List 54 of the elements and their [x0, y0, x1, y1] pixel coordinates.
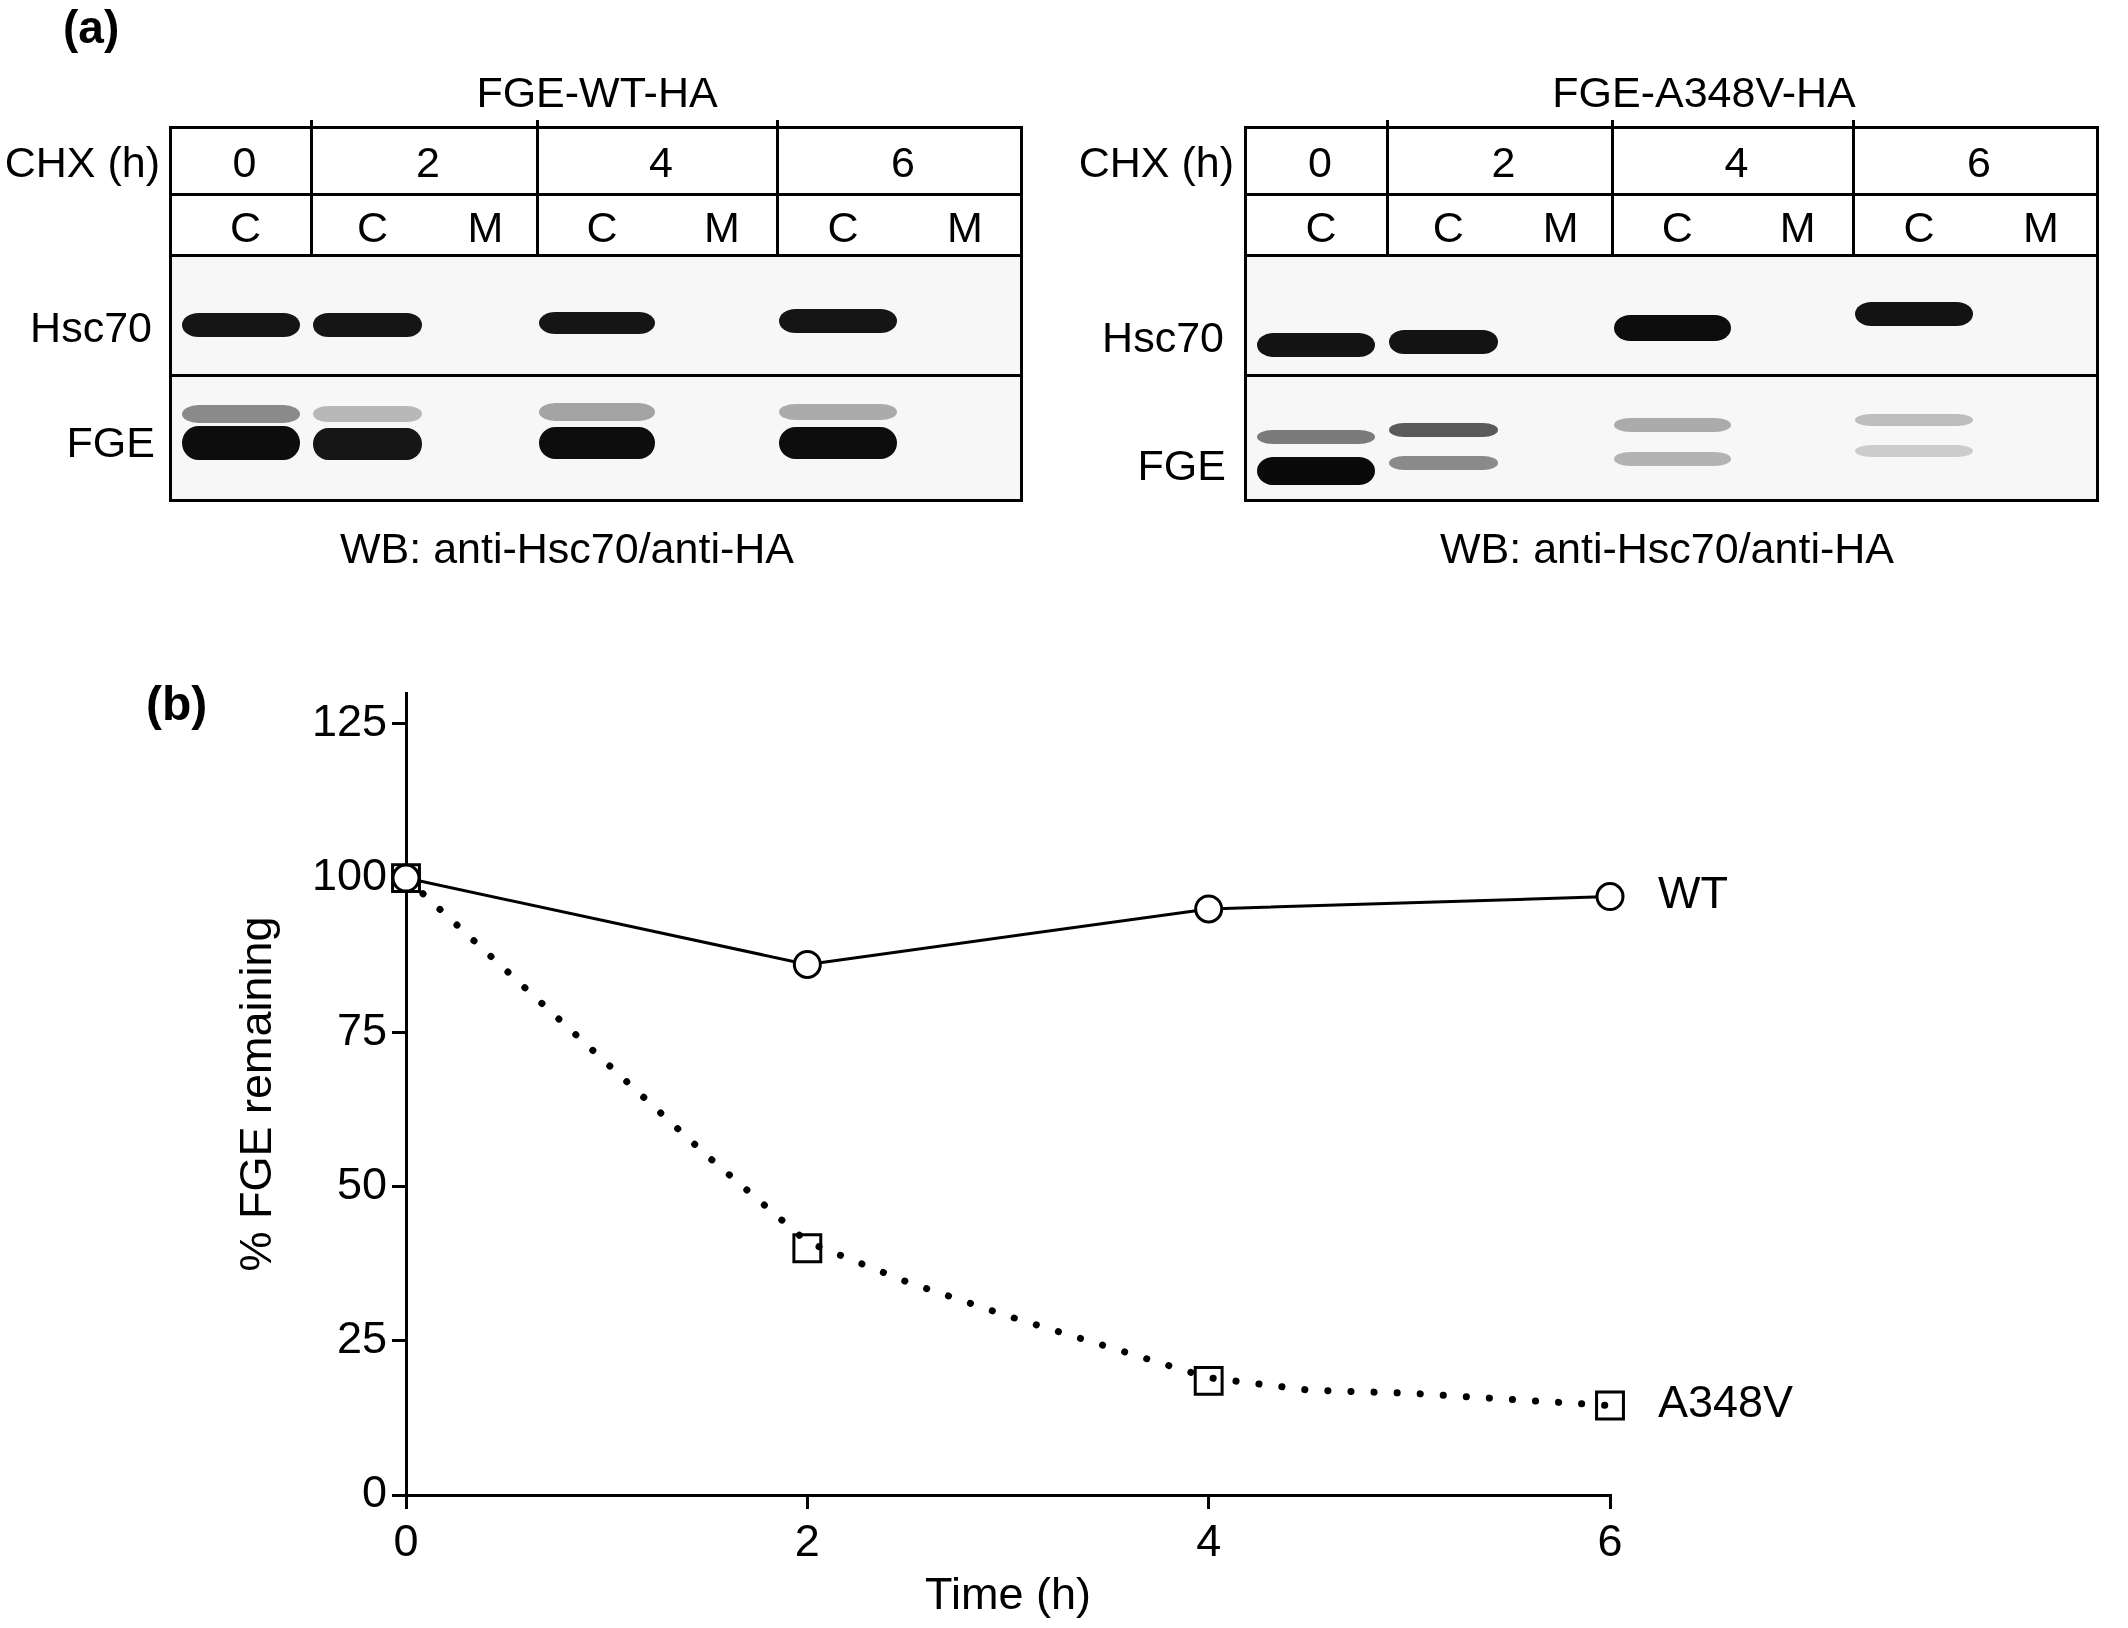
y-tick-label: 100 [311, 849, 387, 901]
x-tick-label: 4 [1196, 1515, 1222, 1567]
text: WB: anti-Hsc70/anti-HA [1439, 523, 1895, 572]
series-label: A348V [1658, 1375, 1794, 1427]
x-tick-label: 6 [1597, 1515, 1623, 1567]
category-label: FGE [1137, 440, 1226, 489]
text: 2 [416, 137, 440, 186]
y-tick-label: 25 [336, 1312, 387, 1364]
text: 2 [1491, 137, 1516, 186]
point [1595, 1390, 1625, 1421]
point [1595, 882, 1625, 912]
category-label: FGE [66, 417, 155, 466]
text: 6 [891, 137, 915, 186]
category-label: C [586, 202, 618, 251]
x-axis-title: Time (h) [925, 1568, 1091, 1620]
text: 4 [649, 137, 673, 186]
x-tick-label: 0 [393, 1515, 419, 1567]
category-label: C [1903, 202, 1935, 251]
category-label: C [356, 202, 389, 251]
category-label: Hsc70 [1102, 312, 1224, 361]
point [1193, 1365, 1224, 1396]
category-label: M [1542, 202, 1579, 251]
point [792, 949, 822, 979]
category-label: C [1305, 202, 1337, 251]
y-axis-title: % FGE remaining [230, 916, 282, 1272]
text: CHX (h) [4, 137, 160, 186]
category-label: Hsc70 [30, 302, 152, 351]
x-tick-label: 2 [794, 1515, 820, 1567]
text: WB: anti-Hsc70/anti-HA [339, 523, 795, 572]
y-tick-label: 0 [361, 1466, 387, 1518]
text: 0 [232, 137, 257, 186]
series-label: WT [1658, 866, 1728, 918]
text: FGE-WT-HA [476, 67, 718, 116]
category-label: C [1432, 202, 1464, 251]
text: 6 [1967, 137, 1991, 186]
category-label: C [229, 202, 262, 251]
y-tick-label: 125 [311, 695, 387, 747]
text: 4 [1724, 137, 1749, 186]
category-label: M [2023, 202, 2059, 251]
text: (a) [63, 1, 120, 53]
text: FGE-A348V-HA [1552, 67, 1856, 116]
point [1194, 894, 1224, 924]
text: CHX (h) [1078, 137, 1234, 186]
text: 0 [1308, 137, 1332, 186]
category-label: M [704, 202, 740, 251]
y-tick-label: 50 [336, 1157, 387, 1209]
chart-title: (b) [146, 677, 208, 730]
category-label: C [827, 202, 859, 251]
category-label: C [1661, 202, 1693, 251]
category-label: M [467, 202, 504, 251]
y-tick-label: 75 [336, 1003, 387, 1055]
category-label: M [1779, 202, 1816, 251]
point [792, 1233, 823, 1264]
category-label: M [947, 202, 983, 251]
